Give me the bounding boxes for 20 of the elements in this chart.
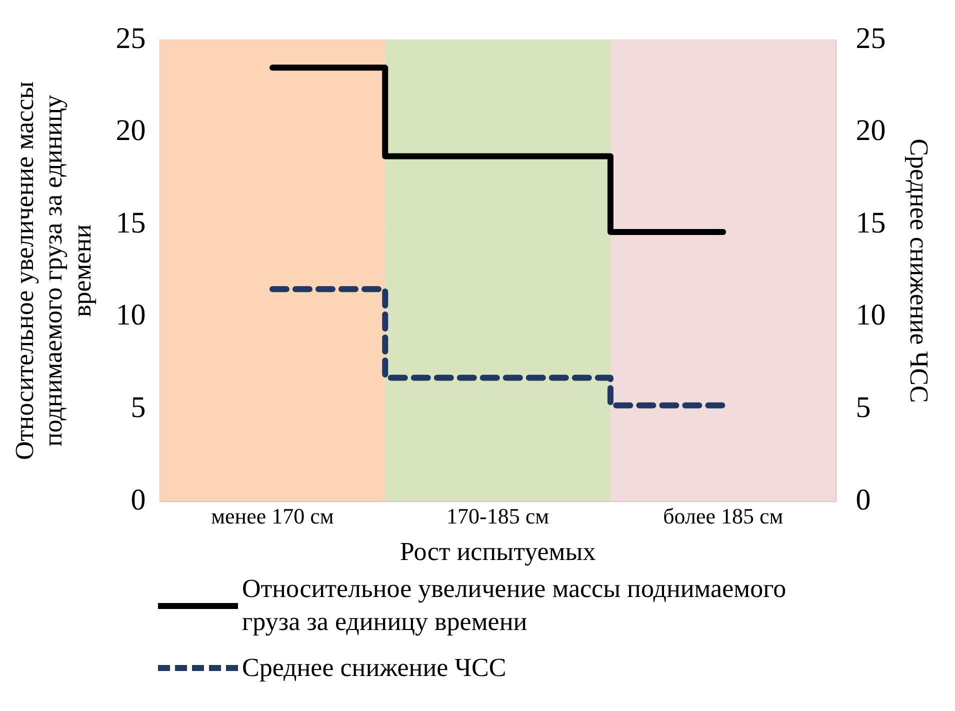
y-tick-label: 15 bbox=[116, 206, 146, 240]
y-tick-label: 5 bbox=[130, 390, 146, 424]
y-axis-title: Относительное увеличение массы поднимаемого груза за единицу времени bbox=[10, 81, 96, 460]
x-axis-title: Рост испытуемых bbox=[400, 537, 596, 566]
legend-label: Среднее снижение ЧСС bbox=[242, 652, 508, 684]
x-tick-label: менее 170 см bbox=[211, 503, 334, 528]
y2-tick-label: 20 bbox=[856, 114, 886, 148]
y2-tick-label: 10 bbox=[856, 298, 886, 332]
legend-label: Относительное увеличение массы поднимаемого груза за единицу времени bbox=[242, 573, 788, 638]
y2-tick-label: 15 bbox=[856, 206, 886, 240]
y-tick-label: 10 bbox=[116, 298, 146, 332]
y2-tick-label: 25 bbox=[856, 22, 886, 55]
y2-tick-label: 5 bbox=[856, 390, 871, 424]
y2-tick-label: 0 bbox=[856, 483, 871, 516]
y2-axis-title: Среднее снижение ЧСС bbox=[904, 138, 934, 403]
y-tick-label: 0 bbox=[130, 483, 146, 516]
x-tick-label: 170-185 см bbox=[446, 503, 550, 528]
x-tick-label: более 185 см bbox=[663, 503, 784, 528]
y-tick-label: 25 bbox=[116, 22, 146, 55]
y-tick-label: 20 bbox=[116, 114, 146, 148]
